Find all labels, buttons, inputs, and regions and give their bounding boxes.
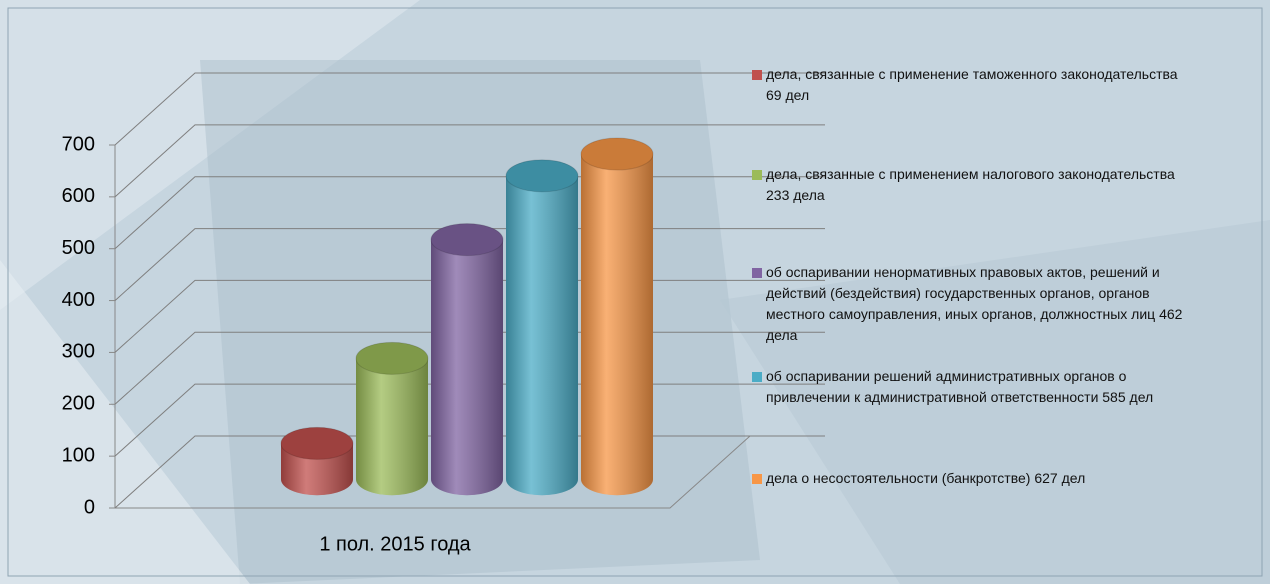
y-tick-label: 300: [62, 341, 95, 363]
y-tick-label: 100: [62, 444, 95, 466]
bg-shape: [720, 220, 1270, 584]
axis: [115, 435, 751, 509]
grid-line: [114, 72, 825, 146]
bar-top: [505, 159, 579, 193]
bar-top-shade: [356, 342, 428, 375]
bar-top-shade: [506, 159, 578, 192]
legend-label: дела о несостоятельности (банкротстве) 6…: [766, 470, 1086, 486]
legend-swatch: [752, 170, 762, 180]
legend-label: об оспаривании ненормативных правовых ак…: [766, 264, 1183, 343]
y-tick-label: 0: [84, 496, 95, 518]
frame: [7, 7, 1263, 577]
bar-top: [580, 137, 654, 171]
bar-top-shade: [431, 223, 503, 256]
legend-label: об оспаривании решений административных …: [766, 368, 1154, 405]
y-tick-label: 200: [62, 393, 95, 415]
bar-shade: [356, 358, 428, 496]
bar-shade: [506, 175, 578, 496]
y-tick-label: 700: [62, 133, 95, 155]
y-tick-label: 600: [62, 185, 95, 207]
bar-top: [280, 426, 354, 460]
y-tick-label: 500: [62, 237, 95, 259]
legend-swatch: [752, 70, 762, 80]
bar-top: [430, 223, 504, 257]
legend-swatch: [752, 474, 762, 484]
bar-top-shade: [581, 138, 653, 171]
legend-label: дела, связанные с применение таможенного…: [766, 66, 1178, 103]
bar-shade: [431, 239, 503, 496]
grid-line: [114, 124, 825, 198]
legend-label: дела, связанные с применением налогового…: [766, 166, 1175, 203]
bg-shape: [0, 260, 250, 584]
y-tick-label: 400: [62, 289, 95, 311]
bg-shape: [0, 0, 420, 310]
bar-shade: [581, 154, 653, 496]
legend-swatch: [752, 268, 762, 278]
legend-swatch: [752, 372, 762, 382]
bar-top-shade: [281, 427, 353, 460]
x-tick-label: 1 пол. 2015 года: [319, 533, 471, 555]
bar-top: [355, 341, 429, 375]
